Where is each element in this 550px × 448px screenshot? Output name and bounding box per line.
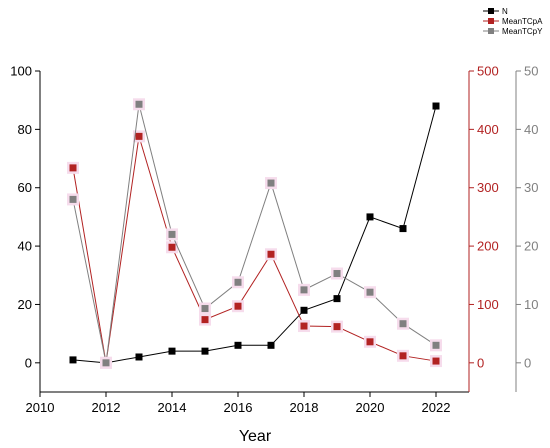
data-point-MeanTCpA [366, 338, 374, 346]
series-line-MeanTCpA [72, 136, 437, 363]
right1-tick-label: 500 [477, 64, 499, 79]
data-point-MeanTCpY [432, 341, 440, 349]
left-tick-label: 0 [25, 355, 32, 370]
data-point-MeanTCpY [168, 230, 176, 238]
data-point-MeanTCpA [399, 352, 407, 360]
data-point-MeanTCpA [300, 322, 308, 330]
x-tick-label: 2014 [158, 400, 187, 415]
data-point-N [267, 341, 275, 349]
left-tick-label: 100 [10, 64, 32, 79]
right2-tick-label: 40 [524, 122, 538, 137]
data-point-N [135, 353, 143, 361]
x-tick-label: 2016 [224, 400, 253, 415]
legend-label: N [502, 7, 508, 16]
data-point-MeanTCpY [366, 288, 374, 296]
right1-tick-label: 400 [477, 122, 499, 137]
right2-tick-label: 50 [524, 64, 538, 79]
left-tick-label: 60 [18, 180, 32, 195]
series-line-N [72, 105, 437, 364]
data-point-N [300, 306, 308, 314]
data-point-MeanTCpY [135, 100, 143, 108]
data-point-MeanTCpY [234, 278, 242, 286]
data-point-MeanTCpY [201, 305, 209, 313]
right2-tick-label: 30 [524, 180, 538, 195]
x-axis-label: Year [239, 428, 272, 445]
data-point-N [168, 347, 176, 355]
x-tick-label: 2018 [290, 400, 319, 415]
data-point-MeanTCpY [69, 195, 77, 203]
data-point-MeanTCpA [267, 250, 275, 258]
right1-tick-label: 100 [477, 297, 499, 312]
data-point-MeanTCpY [300, 286, 308, 294]
data-point-MeanTCpA [333, 323, 341, 331]
data-point-MeanTCpA [201, 316, 209, 324]
x-tick-label: 2020 [356, 400, 385, 415]
right2-tick-label: 20 [524, 239, 538, 254]
data-point-N [69, 356, 77, 364]
legend-label: MeanTCpY [502, 27, 543, 36]
series-layer [67, 98, 442, 369]
x-tick-label: 2012 [92, 400, 121, 415]
data-point-MeanTCpA [234, 302, 242, 310]
axes-layer: 2010 2012 2014 2016 2018 2020 2022020406080100… [10, 64, 538, 416]
left-tick-label: 40 [18, 239, 32, 254]
data-point-MeanTCpY [102, 359, 110, 367]
left-tick-label: 80 [18, 122, 32, 137]
right1-tick-label: 0 [477, 355, 484, 370]
legend-label: MeanTCpA [502, 17, 543, 26]
right2-tick-label: 0 [524, 355, 531, 370]
data-point-N [399, 225, 407, 233]
right1-tick-label: 200 [477, 239, 499, 254]
legend-marker [488, 8, 494, 14]
legend-marker [488, 18, 494, 24]
data-point-N [366, 213, 374, 221]
data-point-MeanTCpA [135, 132, 143, 140]
series-line-MeanTCpY [72, 104, 437, 363]
data-point-MeanTCpA [69, 164, 77, 172]
data-point-MeanTCpY [333, 270, 341, 278]
data-point-N [234, 341, 242, 349]
data-point-MeanTCpY [399, 320, 407, 328]
right2-tick-label: 10 [524, 297, 538, 312]
x-tick-label: 2010 [26, 400, 55, 415]
data-point-N [333, 295, 341, 303]
data-point-MeanTCpA [168, 243, 176, 251]
data-point-N [432, 102, 440, 110]
right1-tick-label: 300 [477, 180, 499, 195]
left-tick-label: 20 [18, 297, 32, 312]
data-point-MeanTCpA [432, 357, 440, 365]
legend-marker [488, 28, 494, 34]
x-tick-label: 2022 [422, 400, 451, 415]
data-point-N [201, 347, 209, 355]
data-point-MeanTCpY [267, 179, 275, 187]
